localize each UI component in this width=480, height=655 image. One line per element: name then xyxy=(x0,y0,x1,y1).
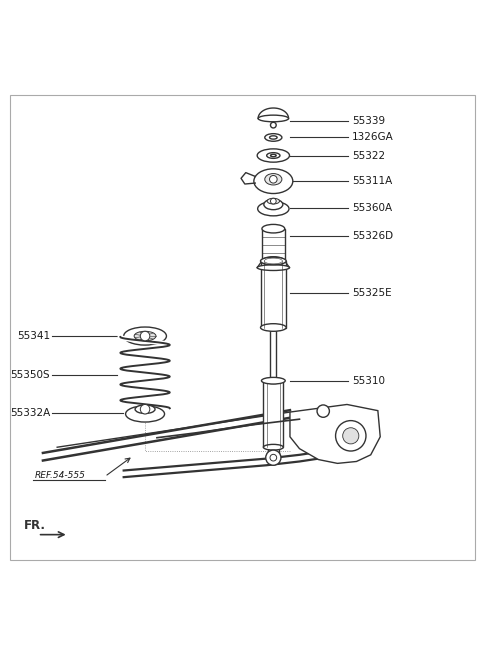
Circle shape xyxy=(336,421,366,451)
Ellipse shape xyxy=(265,134,282,141)
Ellipse shape xyxy=(262,377,285,384)
Ellipse shape xyxy=(271,379,276,381)
Text: 55311A: 55311A xyxy=(352,176,392,186)
Ellipse shape xyxy=(264,444,283,450)
Ellipse shape xyxy=(124,327,167,345)
Ellipse shape xyxy=(267,198,279,204)
Ellipse shape xyxy=(258,115,288,122)
Bar xyxy=(262,229,285,261)
Ellipse shape xyxy=(264,199,283,210)
Circle shape xyxy=(140,331,150,341)
Circle shape xyxy=(270,176,277,183)
Ellipse shape xyxy=(270,136,277,139)
Ellipse shape xyxy=(257,149,289,162)
Ellipse shape xyxy=(262,257,285,265)
Ellipse shape xyxy=(264,378,283,384)
Circle shape xyxy=(271,198,276,204)
Text: 55360A: 55360A xyxy=(352,203,392,213)
Ellipse shape xyxy=(262,225,285,233)
Ellipse shape xyxy=(135,405,155,413)
Ellipse shape xyxy=(261,257,286,265)
Polygon shape xyxy=(290,405,380,463)
Ellipse shape xyxy=(271,155,276,157)
Polygon shape xyxy=(241,173,255,184)
Ellipse shape xyxy=(257,265,289,271)
Circle shape xyxy=(317,405,329,417)
Ellipse shape xyxy=(267,153,280,159)
Text: 55310: 55310 xyxy=(352,376,385,386)
Ellipse shape xyxy=(261,324,286,331)
Ellipse shape xyxy=(265,174,282,185)
Ellipse shape xyxy=(126,406,165,422)
Circle shape xyxy=(270,455,276,461)
Circle shape xyxy=(271,122,276,128)
Text: REF.54-555: REF.54-555 xyxy=(35,471,85,480)
Bar xyxy=(261,261,286,328)
Bar xyxy=(268,447,278,458)
Text: 55326D: 55326D xyxy=(352,231,393,241)
Ellipse shape xyxy=(134,331,156,341)
Text: 55322: 55322 xyxy=(352,151,385,160)
Bar xyxy=(264,381,283,447)
Ellipse shape xyxy=(254,169,293,193)
Text: FR.: FR. xyxy=(24,519,46,532)
Circle shape xyxy=(343,428,359,444)
Text: 1326GA: 1326GA xyxy=(352,132,394,143)
Circle shape xyxy=(140,405,150,414)
Ellipse shape xyxy=(264,258,282,264)
Text: 55325E: 55325E xyxy=(352,288,391,298)
Ellipse shape xyxy=(258,202,289,216)
Circle shape xyxy=(266,450,281,465)
Text: 55332A: 55332A xyxy=(10,408,50,418)
Text: 55339: 55339 xyxy=(352,116,385,126)
Text: 55341: 55341 xyxy=(17,331,50,341)
Text: 55350S: 55350S xyxy=(11,370,50,380)
